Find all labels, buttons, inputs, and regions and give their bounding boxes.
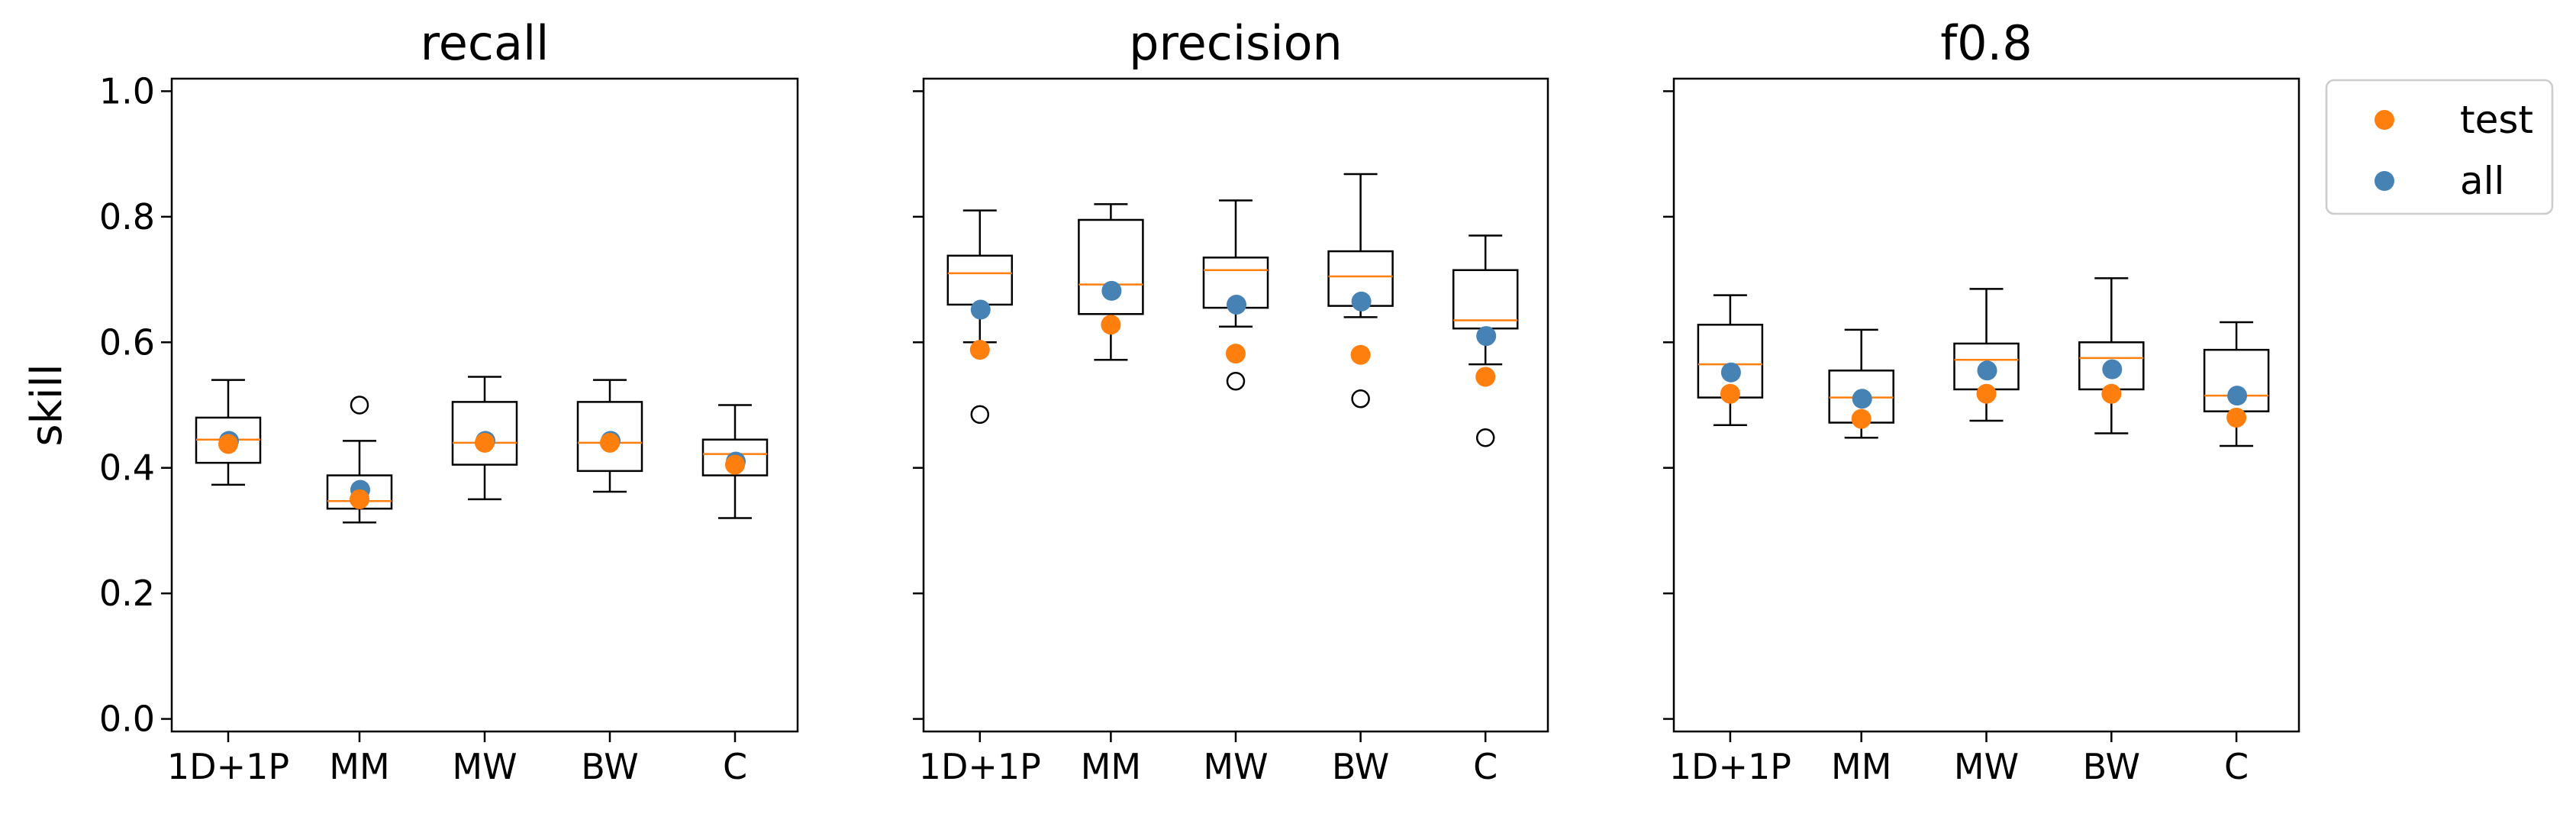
legend-marker-all — [2374, 171, 2394, 191]
all-point — [2227, 386, 2248, 406]
panel-2-frame — [922, 77, 1549, 733]
x-tick-label: 1D+1P — [1669, 746, 1791, 787]
test-point — [1101, 315, 1121, 335]
x-tick-label: BW — [1332, 746, 1389, 787]
legend-label-all: all — [2460, 159, 2504, 203]
panel-2-title: precision — [1129, 15, 1343, 71]
all-point — [1101, 280, 1122, 301]
test-point — [1226, 344, 1246, 364]
test-point — [1976, 383, 1997, 404]
y-tick-label: 0.4 — [99, 447, 155, 489]
x-tick-label: C — [723, 746, 747, 787]
y-tick-label: 0.6 — [99, 321, 155, 363]
test-point — [969, 340, 990, 360]
y-tick-label: 0.2 — [99, 573, 155, 614]
x-tick-label: BW — [2083, 746, 2140, 787]
box — [701, 438, 769, 476]
y-axis-label: skill — [22, 363, 72, 446]
outlier-point — [1351, 389, 1370, 408]
test-point — [218, 434, 238, 454]
x-tick-label: MM — [1831, 746, 1891, 787]
box — [946, 254, 1014, 306]
all-point — [2102, 359, 2123, 379]
all-point — [1852, 389, 1872, 409]
test-point — [1720, 383, 1740, 404]
x-tick-label: MW — [1203, 746, 1268, 787]
all-point — [1720, 362, 1741, 383]
test-point — [350, 489, 369, 509]
test-point — [2226, 407, 2247, 428]
test-point — [1350, 344, 1371, 365]
panel-1-title: recall — [421, 15, 550, 71]
box — [1078, 218, 1144, 315]
test-point — [1475, 367, 1496, 387]
x-tick-label: MW — [1954, 746, 2019, 787]
all-point — [1476, 326, 1497, 347]
outlier-point — [970, 405, 990, 425]
panel-1-frame — [170, 77, 799, 733]
all-point — [1227, 294, 1246, 315]
x-tick-label: C — [2224, 746, 2249, 787]
x-tick-label: 1D+1P — [167, 746, 289, 787]
x-tick-label: MM — [1081, 746, 1141, 787]
outlier-point — [1475, 428, 1495, 447]
test-point — [725, 454, 745, 475]
box — [451, 401, 518, 466]
x-tick-label: MW — [452, 746, 517, 787]
x-tick-label: 1D+1P — [919, 746, 1041, 787]
outlier-point — [1226, 372, 1246, 391]
y-tick-label: 0.8 — [99, 196, 155, 237]
x-tick-label: BW — [581, 746, 638, 787]
all-point — [1351, 291, 1372, 312]
panel-3-title: f0.8 — [1940, 15, 2032, 71]
test-point — [2101, 383, 2122, 404]
y-tick-label: 1.0 — [99, 70, 155, 111]
legend-marker-test — [2374, 110, 2394, 130]
test-point — [475, 432, 495, 453]
y-tick-label: 0.0 — [99, 699, 155, 740]
outlier-point — [350, 396, 369, 415]
test-point — [1851, 408, 1872, 429]
all-point — [970, 299, 991, 320]
test-point — [600, 432, 620, 453]
x-tick-label: MM — [329, 746, 389, 787]
legend-label-test: test — [2460, 98, 2533, 142]
box — [576, 401, 643, 473]
all-point — [1977, 360, 1997, 381]
x-tick-label: C — [1473, 746, 1498, 787]
